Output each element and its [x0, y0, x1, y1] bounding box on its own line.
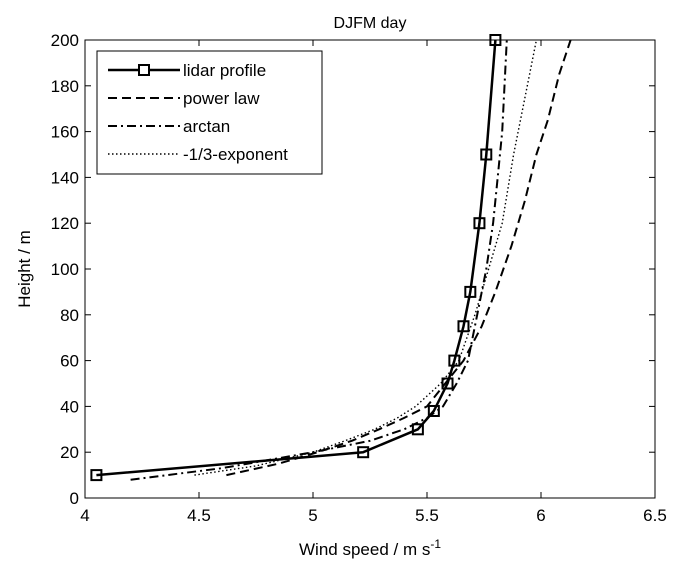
y-tick-label: 0 — [70, 489, 79, 508]
x-tick-label: 5.5 — [415, 506, 439, 525]
y-tick-label: 40 — [60, 397, 79, 416]
x-tick-label: 4.5 — [187, 506, 211, 525]
y-tick-label: 120 — [51, 214, 79, 233]
data-point-marker — [90, 469, 103, 482]
chart-title: DJFM day — [334, 15, 407, 32]
legend-box — [96, 50, 323, 175]
y-tick-label: 80 — [60, 306, 79, 325]
y-tick-label: 60 — [60, 352, 79, 371]
x-axis-label-text: Wind speed / m s — [299, 540, 430, 559]
y-tick-label: 20 — [60, 443, 79, 462]
legend-label-1-3-exponent: -1/3-exponent — [183, 145, 288, 164]
x-axis-label-superscript: -1 — [430, 537, 441, 551]
series-line-lidar-profile — [96, 39, 497, 477]
x-tick-label: 5 — [308, 506, 317, 525]
legend-label-lidar-profile: lidar profile — [183, 61, 266, 80]
data-point-marker — [411, 423, 424, 436]
series-line-power-law — [226, 39, 572, 477]
legend-items: lidar profile power law arctan -1/3-exponen… — [108, 61, 288, 164]
series-layer — [90, 34, 572, 482]
data-point-marker — [357, 446, 370, 459]
y-tick-label: 140 — [51, 168, 79, 187]
data-point-marker — [464, 285, 477, 298]
legend-marker — [138, 64, 150, 76]
data-point-marker — [473, 217, 486, 230]
data-point-marker — [457, 320, 470, 333]
y-tick-label: 100 — [51, 260, 79, 279]
x-tick-label: 6.5 — [643, 506, 667, 525]
series-line-1-3-exponent — [194, 39, 538, 476]
data-point-marker — [480, 148, 493, 161]
y-tick-label: 200 — [51, 31, 79, 50]
series-line-arctan — [130, 39, 508, 481]
y-tick-label: 180 — [51, 77, 79, 96]
legend-label-arctan: arctan — [183, 117, 230, 136]
legend: lidar profile power law arctan -1/3-exponen… — [96, 50, 323, 175]
y-axis-label: Height / m — [15, 230, 34, 307]
x-axis-label: Wind speed / m s-1 — [299, 537, 441, 559]
data-point-marker — [427, 404, 440, 417]
x-tick-label: 6 — [536, 506, 545, 525]
y-tick-label: 160 — [51, 123, 79, 142]
ticks-layer: 4 4.5 5 5.5 6 6.5 0 20 40 60 80 100 120 140 160 180 200 — [51, 31, 667, 525]
data-point-marker — [441, 377, 454, 390]
x-tick-label: 4 — [80, 506, 89, 525]
legend-label-power-law: power law — [183, 89, 260, 108]
